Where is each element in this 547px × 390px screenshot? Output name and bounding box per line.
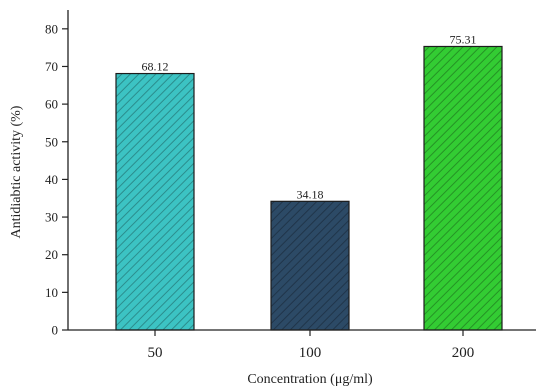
x-tick-label-100: 100: [299, 345, 322, 361]
x-axis-title: Concentration (μg/ml): [247, 372, 373, 387]
y-tick-label: 80: [45, 21, 58, 36]
y-tick-label: 40: [45, 172, 58, 187]
data-labels: 68.12 34.18 75.31: [142, 32, 477, 201]
y-ticks: 0 10 20 30 40 50 60 70 80: [45, 21, 68, 338]
y-tick-label: 50: [45, 134, 58, 149]
y-tick-label: 20: [45, 247, 58, 262]
x-tick-label-50: 50: [148, 345, 163, 361]
y-tick-label: 60: [45, 97, 58, 112]
y-tick-label: 30: [45, 210, 58, 225]
y-tick-label: 0: [52, 323, 59, 338]
bars-layer: [115, 45, 503, 331]
y-axis-title: Antidiabtic activity (%): [9, 105, 24, 238]
y-tick-label: 70: [45, 59, 58, 74]
bar-50: [115, 72, 195, 331]
data-label-200: 75.31: [450, 32, 477, 46]
data-label-50: 68.12: [142, 60, 169, 74]
x-tick-label-200: 200: [452, 345, 475, 361]
bar-100: [270, 200, 350, 331]
y-tick-label: 10: [45, 285, 58, 300]
data-label-100: 34.18: [297, 187, 324, 201]
axes-layer: [67, 10, 536, 331]
bar-200: [423, 45, 503, 331]
x-ticks: 50 100 200: [148, 330, 475, 361]
